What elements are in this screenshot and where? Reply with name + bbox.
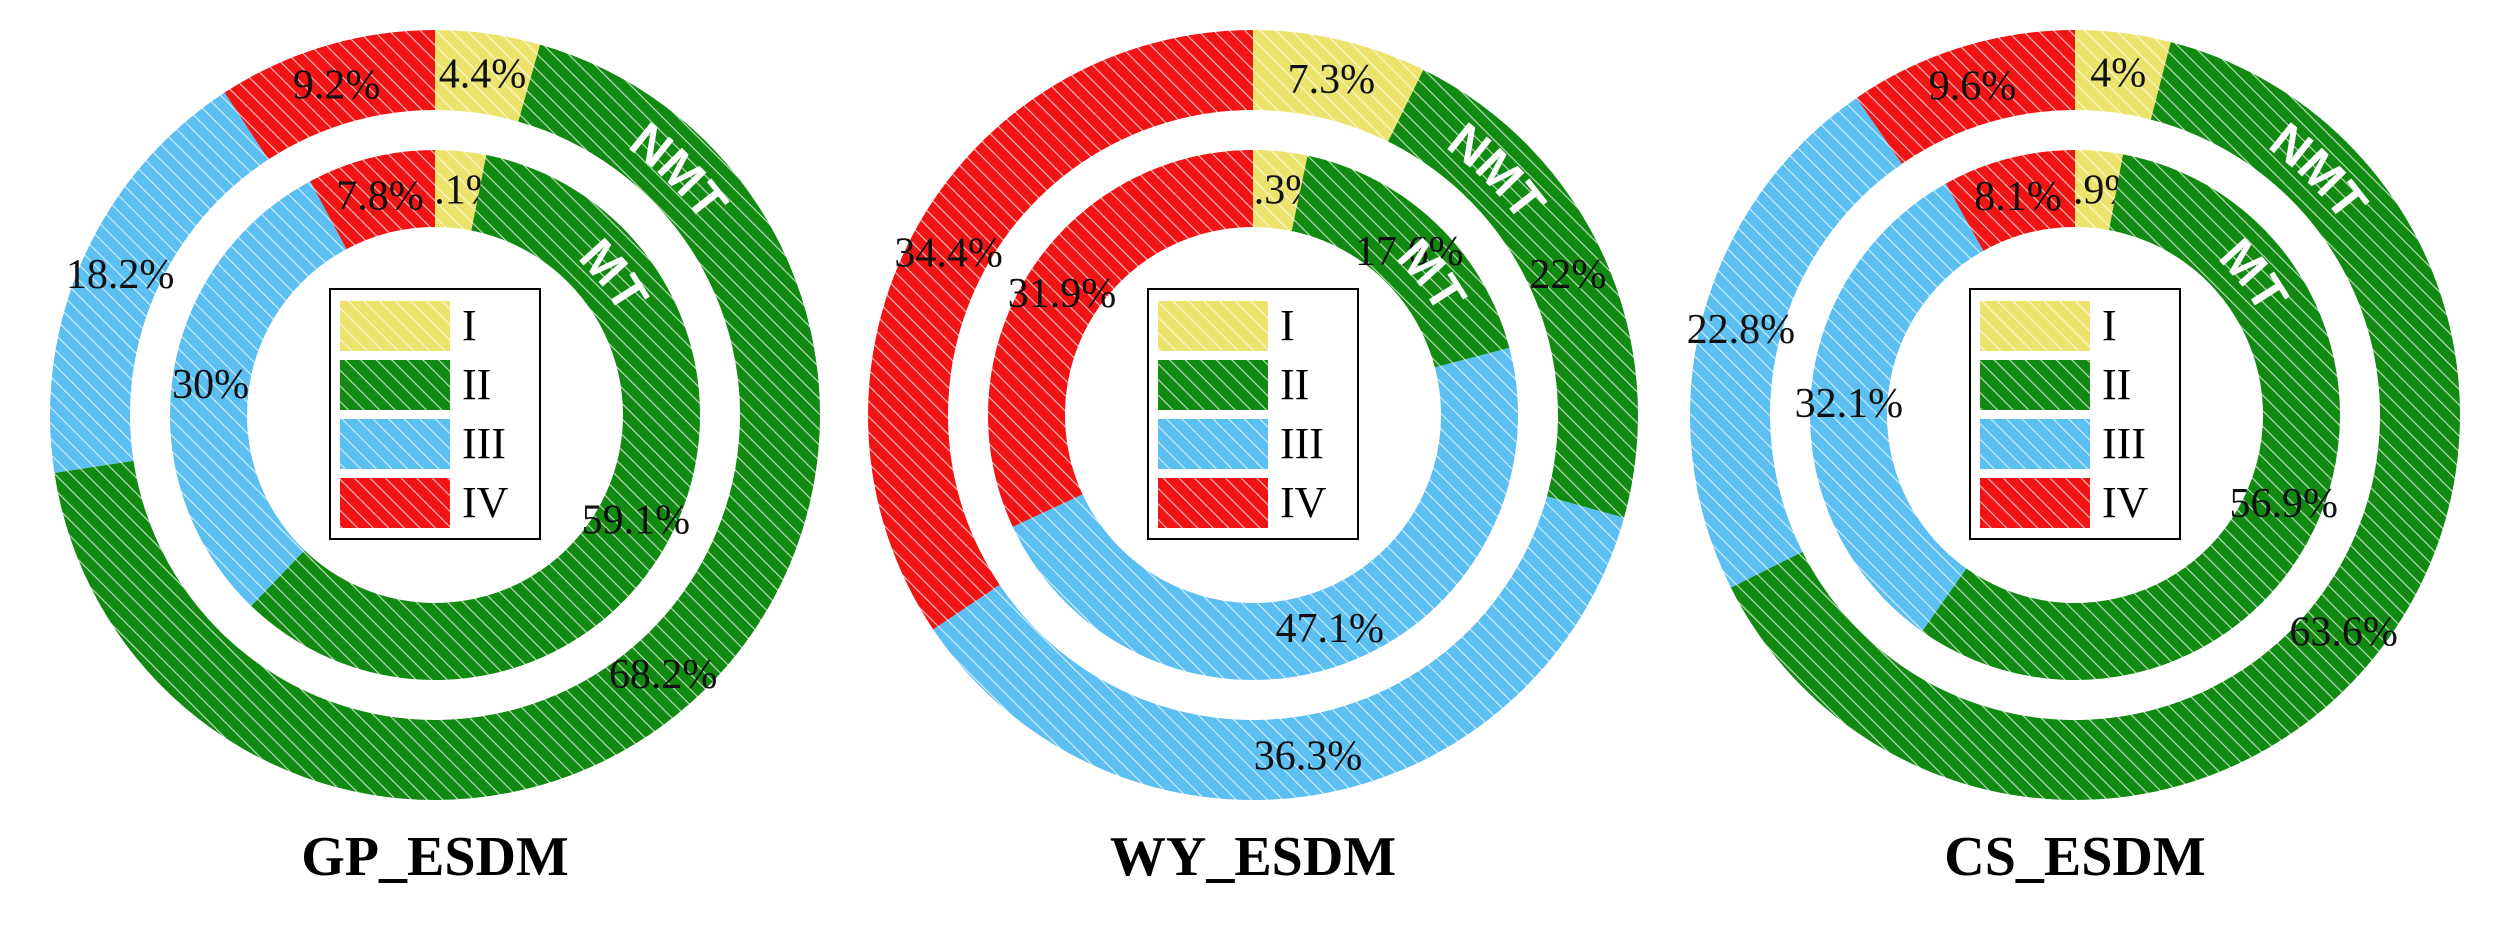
legend-swatch-I [1980, 301, 2090, 351]
slice-inner-I [1253, 150, 1308, 232]
legend-label-I: I [1280, 301, 1295, 350]
slice-outer-IV [868, 30, 1253, 630]
slice-outer-III [50, 92, 269, 473]
data-label-outer-IV: 34.4% [894, 231, 1003, 277]
data-label-outer-III: 18.2% [66, 252, 175, 298]
legend-swatch-III [340, 419, 450, 469]
data-label-inner-III: 32.1% [1795, 381, 1904, 427]
slice-inner-I [435, 150, 487, 231]
data-label-outer-I: 4% [2090, 51, 2146, 97]
legend-label-III: III [1280, 419, 1324, 468]
legend-swatch-II [1158, 360, 1268, 410]
data-label-inner-II: 17.6% [1355, 229, 1464, 275]
legend-label-II: II [1280, 360, 1309, 409]
slice-inner-III [1012, 347, 1518, 680]
legend-label-I: I [2102, 301, 2117, 350]
legend-label-IV: IV [2102, 478, 2149, 527]
donut-panel-CS_ESDM: 4%63.6%22.8%9.6%2.9%56.9%32.1%8.1%NMTMTI… [1687, 30, 2461, 888]
donut-panel-WY_ESDM: 7.3%22%36.3%34.4%3.3%17.6%47.1%31.9%NMTM… [868, 30, 1638, 888]
legend-swatch-II [340, 360, 450, 410]
slice-outer-I [1253, 30, 1424, 142]
donut-panel-GP_ESDM: 4.4%68.2%18.2%9.2%3.1%59.1%30%7.8%NMTMTI… [50, 30, 821, 888]
slice-inner-II [251, 155, 700, 681]
legend-swatch-IV [1980, 478, 2090, 528]
data-label-outer-II: 63.6% [2289, 610, 2398, 656]
data-label-inner-IV: 7.8% [336, 173, 424, 219]
data-label-outer-I: 7.3% [1288, 57, 1376, 103]
data-label-outer-III: 36.3% [1254, 734, 1363, 780]
slice-outer-II [1388, 69, 1638, 518]
data-label-inner-IV: 31.9% [1008, 271, 1117, 317]
legend-label-IV: IV [462, 478, 509, 527]
legend-label-IV: IV [1280, 478, 1327, 527]
slice-inner-II [1921, 154, 2341, 680]
slice-outer-I [435, 30, 541, 122]
data-label-inner-IV: 8.1% [1974, 174, 2062, 220]
data-label-outer-II: 22% [1529, 252, 1606, 298]
panel-title: CS_ESDM [1944, 826, 2205, 888]
data-label-outer-IV: 9.6% [1929, 64, 2017, 110]
panel-title: WY_ESDM [1110, 826, 1396, 888]
slice-inner-II [1291, 155, 1510, 368]
data-label-inner-III: 47.1% [1276, 606, 1385, 652]
slice-inner-I [2075, 150, 2124, 231]
data-label-outer-I: 4.4% [439, 51, 527, 97]
slice-outer-I [2075, 30, 2171, 120]
legend-label-III: III [462, 419, 506, 468]
legend-label-II: II [2102, 360, 2131, 409]
data-label-inner-II: 56.9% [2229, 481, 2338, 527]
slice-outer-IV [224, 30, 435, 160]
slice-inner-IV [310, 150, 435, 250]
data-label-outer-IV: 9.2% [293, 62, 381, 108]
slice-outer-IV [1856, 30, 2075, 164]
slice-outer-III [1690, 97, 1902, 588]
slice-inner-IV [988, 150, 1253, 527]
legend-swatch-I [1158, 301, 1268, 351]
panel-title: GP_ESDM [301, 826, 569, 888]
legend-swatch-III [1980, 419, 2090, 469]
data-label-outer-II: 68.2% [609, 652, 718, 698]
slice-outer-III [933, 496, 1625, 800]
data-label-inner-III: 30% [172, 362, 249, 408]
slice-inner-III [1810, 183, 1984, 632]
legend-swatch-III [1158, 419, 1268, 469]
data-label-outer-III: 22.8% [1687, 307, 1796, 353]
legend-label-II: II [462, 360, 491, 409]
slice-inner-III [169, 181, 347, 606]
legend-label-III: III [2102, 419, 2146, 468]
slice-inner-IV [1945, 150, 2075, 251]
legend-swatch-IV [340, 478, 450, 528]
legend-label-I: I [462, 301, 477, 350]
legend-swatch-IV [1158, 478, 1268, 528]
legend-swatch-I [340, 301, 450, 351]
legend-swatch-II [1980, 360, 2090, 410]
data-label-inner-II: 59.1% [582, 498, 691, 544]
